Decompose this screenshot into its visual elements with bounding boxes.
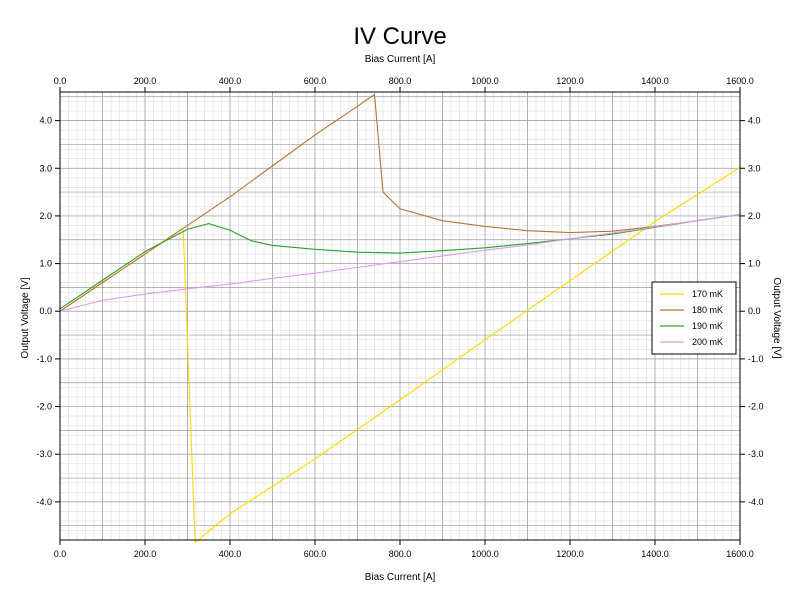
x-tick-label-bottom: 1200.0 — [556, 549, 584, 559]
y-tick-label-left: 3.0 — [39, 163, 52, 173]
x-tick-label-top: 600.0 — [304, 76, 327, 86]
y-tick-label-right: 0.0 — [748, 306, 761, 316]
y-axis-label-left: Output Voltage [V] — [20, 277, 31, 358]
x-tick-label-top: 1000.0 — [471, 76, 499, 86]
y-tick-label-left: 0.0 — [39, 306, 52, 316]
y-tick-label-left: 4.0 — [39, 116, 52, 126]
series-line-200-mk — [59, 213, 741, 312]
x-tick-label-bottom: 0.0 — [54, 549, 67, 559]
legend-label-180-mk: 180 mK — [692, 305, 723, 315]
y-axis-label-right: Output Voltage [V] — [771, 277, 782, 358]
y-tick-label-right: -1.0 — [748, 354, 764, 364]
x-tick-label-bottom: 1000.0 — [471, 549, 499, 559]
x-tick-label-bottom: 400.0 — [219, 549, 242, 559]
y-tick-label-right: 1.0 — [748, 259, 761, 269]
y-tick-label-left: -4.0 — [36, 497, 52, 507]
y-tick-label-right: 4.0 — [748, 116, 761, 126]
y-tick-label-left: -3.0 — [36, 449, 52, 459]
series-line-180-mk — [59, 93, 741, 312]
x-tick-label-top: 800.0 — [389, 76, 412, 86]
x-tick-label-top: 1400.0 — [641, 76, 669, 86]
x-tick-label-bottom: 200.0 — [134, 549, 157, 559]
x-tick-label-top: 1600.0 — [726, 76, 754, 86]
y-tick-label-right: -3.0 — [748, 449, 764, 459]
y-tick-label-left: 1.0 — [39, 259, 52, 269]
y-tick-label-right: 3.0 — [748, 163, 761, 173]
grid — [59, 91, 741, 540]
y-tick-label-left: -1.0 — [36, 354, 52, 364]
x-tick-label-bottom: 600.0 — [304, 549, 327, 559]
x-tick-label-top: 200.0 — [134, 76, 157, 86]
series-group — [59, 93, 741, 544]
y-tick-label-right: 2.0 — [748, 211, 761, 221]
legend-label-190-mk: 190 mK — [692, 321, 723, 331]
series-line-190-mk — [59, 213, 741, 310]
y-tick-label-left: -2.0 — [36, 402, 52, 412]
legend-label-170-mk: 170 mK — [692, 289, 723, 299]
y-tick-label-left: 2.0 — [39, 211, 52, 221]
chart-title: IV Curve — [353, 23, 446, 50]
y-tick-label-right: -4.0 — [748, 497, 764, 507]
legend-label-200-mk: 200 mK — [692, 337, 723, 347]
x-tick-label-bottom: 1600.0 — [726, 549, 754, 559]
x-tick-label-bottom: 800.0 — [389, 549, 412, 559]
x-tick-label-top: 400.0 — [219, 76, 242, 86]
x-tick-label-top: 1200.0 — [556, 76, 584, 86]
x-axis-label-bottom: Bias Current [A] — [365, 572, 436, 583]
legend: 170 mK 180 mK 190 mK 200 mK — [651, 281, 737, 355]
y-tick-label-right: -2.0 — [748, 402, 764, 412]
x-axis-label-top: Bias Current [A] — [365, 54, 436, 65]
x-tick-label-bottom: 1400.0 — [641, 549, 669, 559]
ticks: 0.0 0.0 200.0 200.0 400.0 400.0 600.0 600.0 800.… — [36, 76, 763, 559]
x-tick-label-top: 0.0 — [54, 76, 67, 86]
